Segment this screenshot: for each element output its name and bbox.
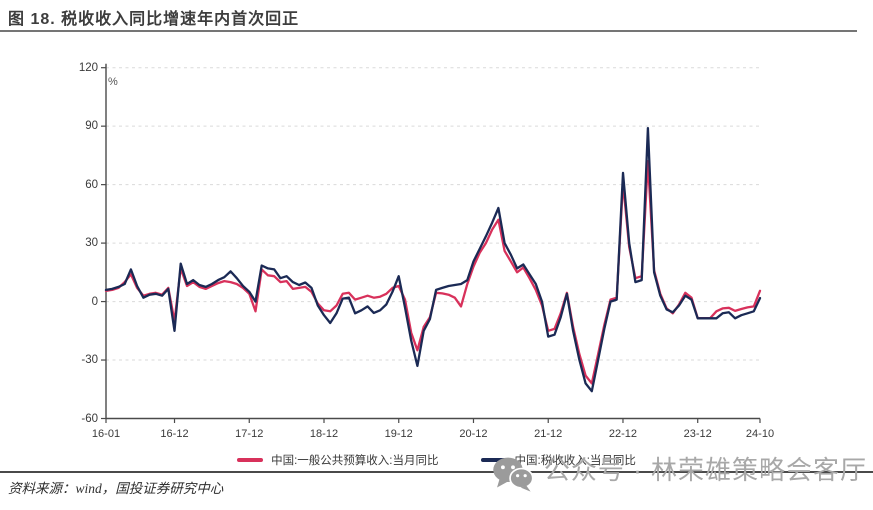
x-axis-label: 20-12 bbox=[459, 427, 488, 440]
y-axis-label: 0 bbox=[91, 295, 98, 308]
y-axis-label: 30 bbox=[85, 237, 98, 250]
x-axis-label: 16-01 bbox=[91, 427, 121, 440]
chart-legend: 中国:一般公共预算收入:当月同比 中国:税收收入:当月同比 bbox=[0, 452, 873, 468]
figure-title: 图 18. 税收收入同比增速年内首次回正 bbox=[8, 11, 300, 28]
y-axis-label: 60 bbox=[85, 178, 98, 191]
y-axis-label: -30 bbox=[81, 354, 98, 367]
x-axis-label: 23-12 bbox=[683, 427, 712, 440]
line-chart-canvas bbox=[101, 63, 762, 423]
y-axis-unit-label: % bbox=[108, 76, 118, 88]
source-note: 资料来源：wind，国投证券研究中心 bbox=[8, 481, 224, 496]
y-axis-label: -60 bbox=[81, 412, 98, 425]
x-axis-label: 17-12 bbox=[235, 427, 264, 440]
title-underline bbox=[0, 30, 857, 33]
x-axis-label: 24-10 bbox=[745, 427, 775, 440]
y-axis-label: 90 bbox=[85, 120, 98, 133]
legend-item-budget-revenue: 中国:一般公共预算收入:当月同比 bbox=[237, 452, 439, 468]
legend-swatch-tax-revenue bbox=[480, 458, 507, 462]
x-axis-label: 22-12 bbox=[608, 427, 638, 440]
legend-swatch-budget-revenue bbox=[237, 458, 264, 462]
legend-label-tax-revenue: 中国:税收收入:当月同比 bbox=[514, 455, 636, 467]
x-axis-label: 16-12 bbox=[160, 427, 189, 440]
series-line-tax-revenue bbox=[104, 126, 762, 393]
x-axis-label: 21-12 bbox=[534, 427, 563, 440]
chart-area: % 120 90 60 30 0 -30 -60 16-01 16-12 17-12 18-12 1… bbox=[0, 34, 873, 454]
series-line-budget-revenue bbox=[104, 160, 762, 385]
x-axis-label: 18-12 bbox=[309, 427, 339, 440]
legend-item-tax-revenue: 中国:税收收入:当月同比 bbox=[480, 452, 636, 468]
y-axis-label: 120 bbox=[78, 61, 98, 74]
legend-label-budget-revenue: 中国:一般公共预算收入:当月同比 bbox=[271, 455, 439, 467]
x-axis-label: 19-12 bbox=[384, 427, 413, 440]
footer-separator-line bbox=[0, 471, 873, 473]
